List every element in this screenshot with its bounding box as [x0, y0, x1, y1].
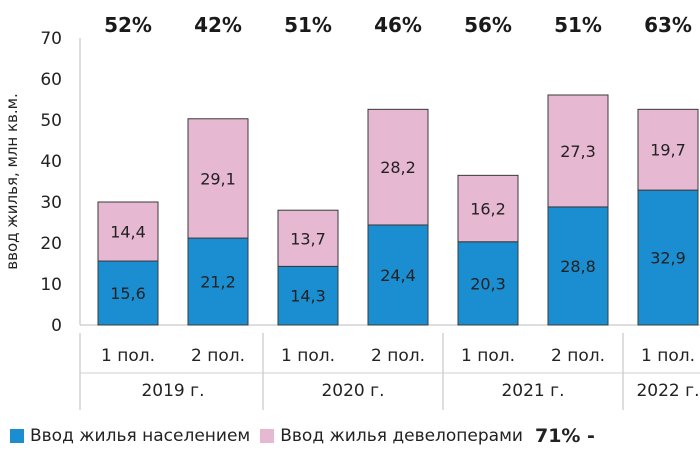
- bar-segment-population: [547, 206, 609, 326]
- bar-segment-population: [277, 265, 339, 326]
- x-category-label: 2 пол.: [191, 346, 245, 366]
- x-group-label: 2019 г.: [141, 381, 204, 401]
- data-label: 21,2: [200, 273, 236, 292]
- y-tick-label: 50: [40, 111, 62, 131]
- bar-segment-developers: [97, 201, 159, 262]
- bar-segment-population: [187, 237, 249, 326]
- top-percent-label: 46%: [374, 13, 422, 37]
- x-category-label: 1 пол.: [101, 346, 155, 366]
- data-label: 15,6: [110, 284, 146, 303]
- x-category-label: 1 пол.: [281, 346, 335, 366]
- bar-segment-developers: [457, 174, 519, 243]
- bar-segment-population: [97, 260, 159, 326]
- y-tick-label: 30: [40, 193, 62, 213]
- top-percent-label: 51%: [284, 13, 332, 37]
- y-axis-title: ввод жилья, млн кв.м.: [3, 93, 21, 269]
- data-label: 14,4: [110, 223, 146, 242]
- data-label: 20,3: [470, 274, 506, 293]
- data-label: 16,2: [470, 200, 506, 219]
- data-label: 27,3: [560, 142, 596, 161]
- legend-item-population: Ввод жилья населением: [10, 426, 250, 446]
- y-tick-label: 40: [40, 152, 62, 172]
- x-category-label: 1 пол.: [641, 346, 695, 366]
- y-tick-label: 10: [40, 275, 62, 295]
- bar-segment-developers: [637, 108, 699, 191]
- data-label: 28,8: [560, 257, 596, 276]
- legend-swatch-population: [10, 429, 24, 443]
- y-tick-label: 0: [51, 316, 62, 336]
- x-group-label: 2020 г.: [321, 381, 384, 401]
- bar-segment-developers: [367, 108, 429, 226]
- bar-segment-population: [457, 241, 519, 326]
- bar-segment-population: [367, 224, 429, 326]
- data-label: 28,2: [380, 158, 416, 177]
- x-group-label: 2022 г.: [636, 381, 699, 401]
- x-category-label: 2 пол.: [551, 346, 605, 366]
- bar-segment-developers: [187, 118, 249, 239]
- x-category-label: 1 пол.: [461, 346, 515, 366]
- data-label: 13,7: [290, 229, 326, 248]
- bar-segment-developers: [277, 209, 339, 267]
- bar-segment-population: [637, 189, 699, 326]
- top-percent-label: 56%: [464, 13, 512, 37]
- y-tick-label: 20: [40, 234, 62, 254]
- data-label: 29,1: [200, 169, 236, 188]
- data-label: 24,4: [380, 266, 416, 285]
- legend-item-developers: Ввод жилья девелоперами: [260, 426, 523, 446]
- top-percent-label: 63%: [644, 13, 692, 37]
- top-percent-label: 51%: [554, 13, 602, 37]
- legend-label-population: Ввод жилья населением: [30, 426, 251, 446]
- bar-segment-developers: [547, 94, 609, 208]
- legend-label-developers: Ввод жилья девелоперами: [280, 426, 523, 446]
- y-tick-label: 60: [40, 70, 62, 90]
- data-label: 14,3: [290, 287, 326, 306]
- legend-swatch-developers: [260, 429, 275, 443]
- y-tick-label: 70: [40, 29, 62, 49]
- data-label: 32,9: [650, 249, 686, 268]
- x-category-label: 2 пол.: [371, 346, 425, 366]
- top-percent-label: 42%: [194, 13, 242, 37]
- legend-note: 71% -: [534, 425, 595, 447]
- legend: Ввод жилья населением Ввод жилья девелоп…: [10, 424, 595, 448]
- x-group-label: 2021 г.: [501, 381, 564, 401]
- data-label: 19,7: [650, 141, 686, 160]
- top-percent-label: 52%: [104, 13, 152, 37]
